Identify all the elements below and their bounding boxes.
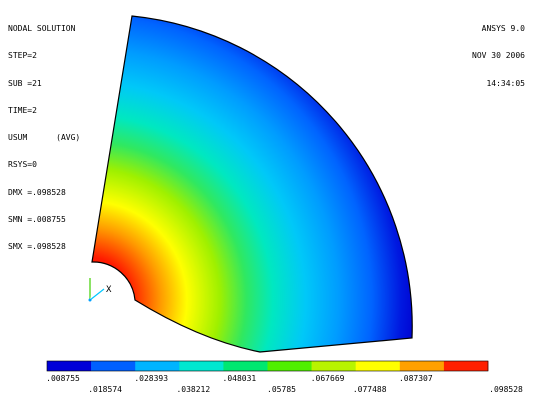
legend-swatch	[443, 361, 489, 371]
legend-label-bottom-3: .077488	[352, 385, 387, 394]
legend-label-bottom-2: .05785	[267, 385, 296, 394]
solution-title: NODAL SOLUTION	[8, 24, 76, 33]
legend-label-bottom-4: .098528	[489, 385, 523, 394]
rsys-label: RSYS=0	[8, 160, 37, 170]
legend-swatch	[223, 361, 268, 371]
legend-swatch	[311, 361, 356, 371]
dmx-label: DMX =.098528	[8, 187, 66, 197]
coordinate-triad-icon	[88, 278, 105, 302]
legend-swatch	[179, 361, 224, 371]
legend-border	[46, 360, 489, 372]
legend-swatch	[267, 361, 312, 371]
legend-label-top-1: .028393	[134, 374, 169, 383]
deformed-quarter-annulus	[91, 15, 413, 353]
legend-swatch	[47, 361, 92, 371]
app-version: ANSYS 9.0	[481, 24, 525, 33]
legend-label-top-2: .048031	[222, 374, 257, 383]
time-label: TIME=2	[8, 105, 37, 115]
triad-x-label: X	[106, 285, 112, 295]
legend-label-top-0: .008755	[46, 374, 80, 383]
time-stamp: 14:34:05	[486, 78, 525, 88]
legend-swatch	[355, 361, 401, 371]
smn-label: SMN =.008755	[8, 215, 66, 225]
header-right: ANSYS 9.0 NOV 30 2006 14:34:05	[472, 6, 525, 106]
usum-label: USUM (AVG)	[8, 133, 81, 143]
legend-swatch	[91, 361, 136, 371]
legend-label-bottom-1: .038212	[176, 385, 211, 394]
legend-swatch	[399, 361, 445, 371]
legend-label-top-4: .087307	[398, 374, 433, 383]
legend-color-bar	[46, 360, 489, 372]
step-label: STEP=2	[8, 51, 37, 61]
legend-swatch	[135, 361, 180, 371]
smx-label: SMX =.098528	[8, 242, 66, 252]
date-label: NOV 30 2006	[472, 51, 525, 61]
legend-label-bottom-0: .018574	[88, 385, 122, 394]
legend-label-top-3: .067669	[310, 374, 345, 383]
substep-label: SUB =21	[8, 78, 42, 88]
info-panel: NODAL SOLUTION STEP=2 SUB =21 TIME=2 USU…	[8, 6, 80, 270]
